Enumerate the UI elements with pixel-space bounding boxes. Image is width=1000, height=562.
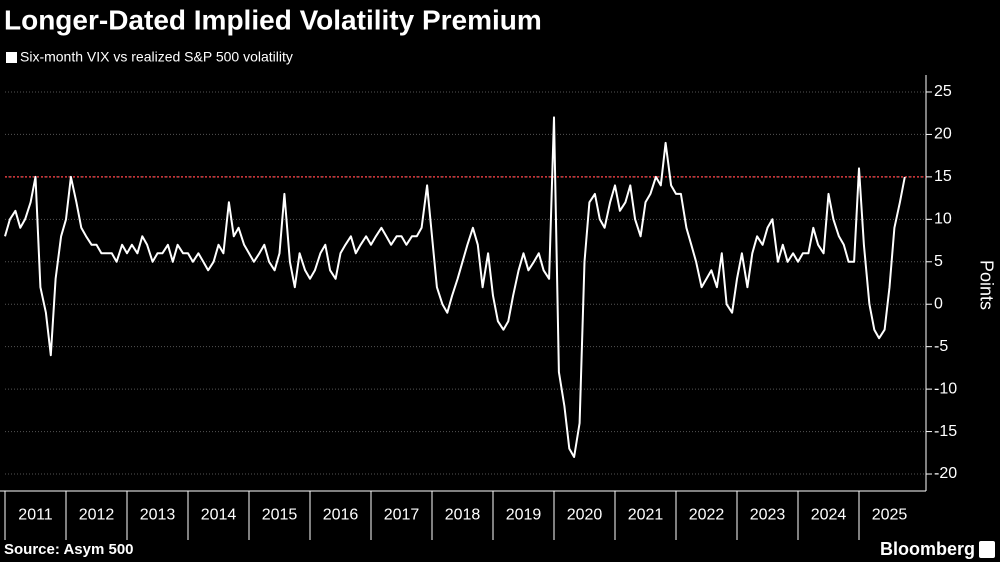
- x-tick-label: 2019: [506, 507, 542, 524]
- y-tick-label: -15: [934, 423, 957, 440]
- y-tick-label: 0: [934, 295, 943, 312]
- y-tick-label: 20: [934, 126, 952, 143]
- x-tick-label: 2017: [384, 507, 420, 524]
- x-tick-label: 2021: [628, 507, 664, 524]
- y-tick-label: -10: [934, 380, 957, 397]
- x-tick-label: 2020: [567, 507, 603, 524]
- y-tick-label: 10: [934, 211, 952, 228]
- chart-title: Longer-Dated Implied Volatility Premium: [4, 4, 542, 35]
- x-tick-label: 2013: [140, 507, 176, 524]
- x-tick-label: 2016: [323, 507, 359, 524]
- legend-swatch: [6, 52, 17, 63]
- legend-label: Six-month VIX vs realized S&P 500 volati…: [20, 49, 293, 65]
- x-tick-label: 2022: [689, 507, 725, 524]
- source: Source: Asym 500: [4, 541, 134, 558]
- y-tick-label: 25: [934, 83, 952, 100]
- x-tick-label: 2023: [750, 507, 786, 524]
- x-tick-label: 2024: [811, 507, 847, 524]
- x-tick-label: 2018: [445, 507, 481, 524]
- x-tick-label: 2015: [262, 507, 298, 524]
- y-axis-label: Points: [976, 260, 996, 310]
- brand: Bloomberg: [880, 539, 975, 559]
- x-tick-label: 2012: [79, 507, 115, 524]
- series-line: [4, 116, 906, 458]
- y-tick-label: 5: [934, 253, 943, 270]
- brand-icon: [979, 541, 995, 558]
- x-tick-label: 2011: [18, 507, 53, 524]
- x-tick-label: 2025: [872, 507, 908, 524]
- y-tick-label: 15: [934, 168, 952, 185]
- x-tick-label: 2014: [201, 507, 237, 524]
- y-tick-label: -5: [934, 338, 948, 355]
- y-tick-label: -20: [934, 465, 957, 482]
